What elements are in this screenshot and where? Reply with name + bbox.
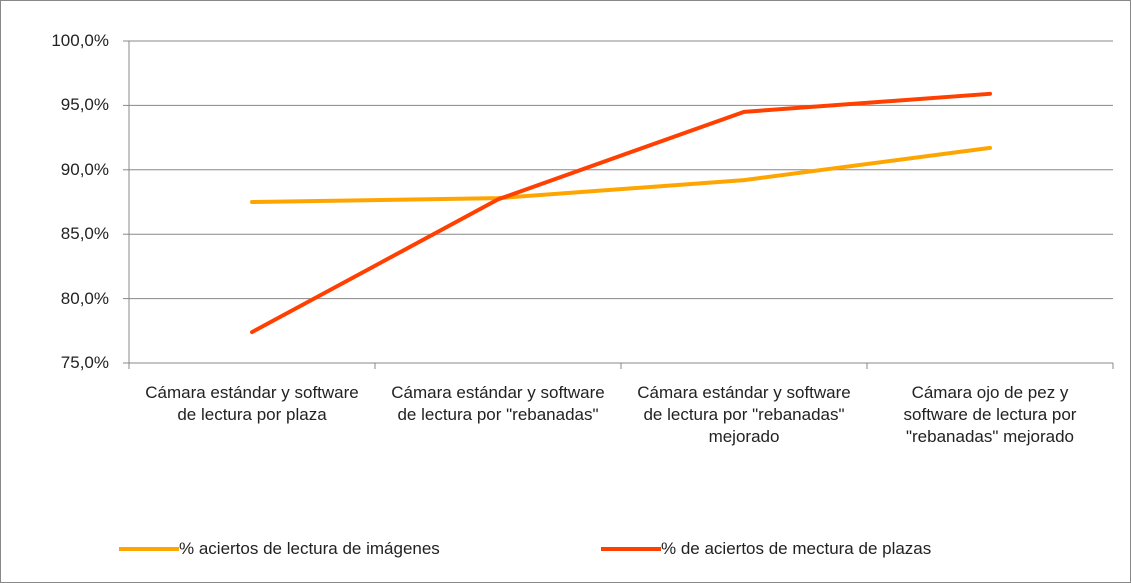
y-tick-label: 75,0%	[60, 353, 109, 372]
legend-label: % aciertos de lectura de imágenes	[179, 539, 440, 558]
series-line	[250, 91, 992, 335]
y-tick-label: 85,0%	[60, 224, 109, 244]
x-tick-label: Cámara ojo de pez y software de lectura …	[903, 383, 1077, 446]
x-tick-label: Cámara estándar y software de lectura po…	[145, 383, 359, 424]
x-tick-label: Cámara estándar y software de lectura po…	[637, 383, 851, 446]
y-tick-label: 90,0%	[60, 159, 109, 179]
y-tick-label: 100,0%	[51, 31, 109, 50]
y-tick-label: 95,0%	[60, 95, 109, 115]
legend-label: % de aciertos de mectura de plazas	[661, 539, 932, 558]
x-tick-label: Cámara estándar y software de lectura po…	[391, 383, 605, 424]
series-line	[250, 145, 992, 204]
y-tick-label: 80,0%	[60, 288, 109, 308]
